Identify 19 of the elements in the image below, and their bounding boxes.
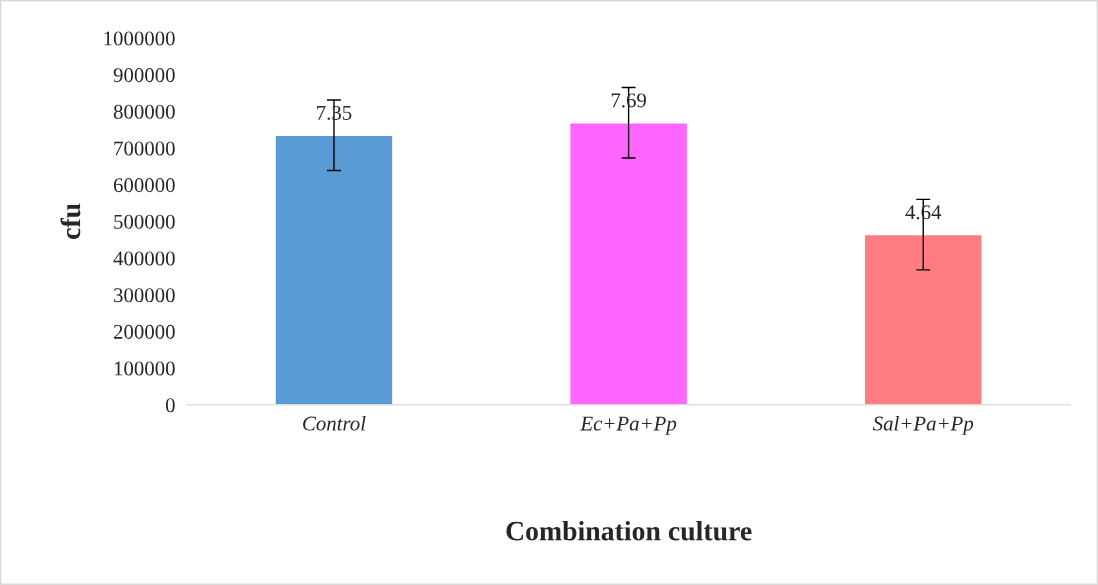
x-tick-label: Control bbox=[303, 415, 366, 431]
y-tick-label: 100000 bbox=[114, 361, 175, 376]
y-tick-label: 700000 bbox=[114, 141, 175, 156]
y-tick-label: 600000 bbox=[113, 178, 175, 193]
y-axis-title: cfu bbox=[60, 203, 81, 239]
bar bbox=[863, 233, 983, 405]
x-axis-title: Combination culture bbox=[506, 520, 752, 541]
y-tick-label: 400000 bbox=[113, 251, 175, 266]
y-tick-label: 900000 bbox=[113, 68, 175, 83]
y-tick-label: 200000 bbox=[113, 324, 175, 339]
y-tick-label: 1000000 bbox=[104, 31, 175, 46]
y-tick-label: 0 bbox=[165, 398, 175, 413]
x-tick-label: Sal+Pa+Pp bbox=[872, 415, 974, 435]
y-tick-label: 300000 bbox=[114, 288, 175, 303]
y-tick-label: 500000 bbox=[114, 214, 175, 229]
bar bbox=[274, 134, 394, 405]
bar bbox=[568, 122, 689, 405]
y-tick-label: 800000 bbox=[113, 104, 175, 119]
x-tick-label: Ec+Pa+Pp bbox=[580, 416, 677, 435]
